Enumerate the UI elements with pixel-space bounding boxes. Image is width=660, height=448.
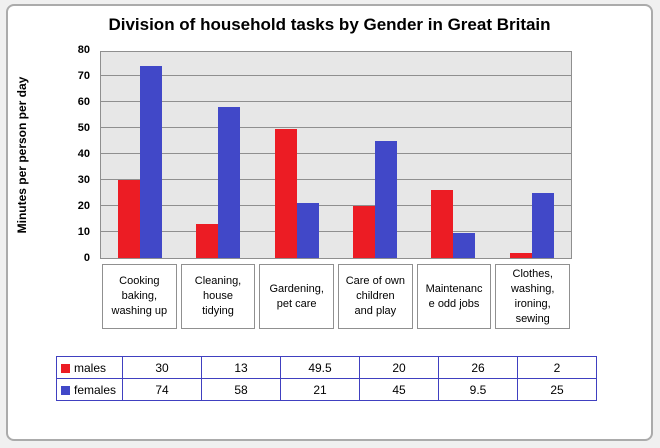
bar-males xyxy=(118,180,141,258)
series-name-cell: females xyxy=(56,378,123,401)
gridline xyxy=(101,127,571,128)
chart-panel: Division of household tasks by Gender in… xyxy=(6,4,653,441)
legend-table-row: females 74 58 21 45 9.5 25 xyxy=(56,378,597,401)
bar-females xyxy=(140,65,163,258)
bars-layer xyxy=(101,52,571,258)
category-label-line: sewing xyxy=(515,312,550,325)
category-label-line: washing up xyxy=(111,305,168,317)
bar-males xyxy=(431,190,454,258)
category-axis: Cooking baking, washing up Cleaning, house ti… xyxy=(100,264,572,329)
legend-swatch xyxy=(61,385,70,395)
value-cell: 13 xyxy=(201,356,281,379)
gridline xyxy=(101,231,571,232)
category-slot xyxy=(258,52,336,258)
bar-females xyxy=(375,141,398,258)
category-label-line: pet care xyxy=(276,297,317,310)
bar-males xyxy=(509,252,532,258)
category-label-line: tidying xyxy=(202,305,234,317)
gridline xyxy=(101,153,571,154)
bar-males xyxy=(196,224,219,258)
category-label-line: e odd jobs xyxy=(428,297,480,310)
bar-males xyxy=(274,129,297,258)
y-tick-label: 50 xyxy=(77,122,90,134)
category-slot xyxy=(101,52,179,258)
y-tick-label: 60 xyxy=(77,96,90,108)
y-axis-title: Minutes per person per day xyxy=(15,76,29,234)
y-tick-label: 10 xyxy=(77,226,90,238)
y-tick-label: 30 xyxy=(77,174,90,186)
category-label-line: house xyxy=(203,290,233,302)
value-cell: 26 xyxy=(438,356,518,379)
category-label: Cleaning, house tidying xyxy=(180,264,256,329)
bar-females xyxy=(296,203,319,258)
y-tick-label: 70 xyxy=(77,70,90,82)
category-label-line: Clothes, xyxy=(512,267,553,280)
y-tick-label: 40 xyxy=(77,148,90,160)
y-tick-label: 0 xyxy=(83,252,90,264)
category-slot xyxy=(493,52,571,258)
category-label: Gardening, pet care xyxy=(259,264,335,329)
category-label-line: Maintenanc xyxy=(425,282,483,295)
legend-table: males 30 13 49.5 20 26 2 females 74 58 21 45 9.5 25 xyxy=(56,356,597,401)
category-label-line: and play xyxy=(354,305,397,317)
category-label-line: Cleaning, xyxy=(194,275,242,287)
category-label: Cooking baking, washing up xyxy=(102,264,177,329)
value-cell: 9.5 xyxy=(438,378,518,401)
bar-males xyxy=(353,206,376,258)
gridline xyxy=(101,101,571,102)
value-cell: 45 xyxy=(359,378,439,401)
value-cell: 30 xyxy=(122,356,202,379)
legend-table-body: males 30 13 49.5 20 26 2 females 74 58 21 45 9.5 25 xyxy=(56,356,597,401)
category-slot xyxy=(179,52,257,258)
category-label: Maintenanc e odd jobs xyxy=(416,264,492,329)
bar-females xyxy=(453,233,476,258)
bar-females xyxy=(531,193,554,258)
category-label-line: ironing, xyxy=(514,297,551,310)
value-cell: 2 xyxy=(517,356,597,379)
legend-table-row: males 30 13 49.5 20 26 2 xyxy=(56,356,597,379)
category-slot xyxy=(336,52,414,258)
value-cell: 74 xyxy=(122,378,202,401)
gridline xyxy=(101,75,571,76)
value-cell: 20 xyxy=(359,356,439,379)
category-label-line: washing, xyxy=(510,282,555,295)
category-label: Care of own children and play xyxy=(338,264,413,329)
value-cell: 25 xyxy=(517,378,597,401)
category-label-line: children xyxy=(356,290,395,302)
value-cell: 49.5 xyxy=(280,356,360,379)
category-slot xyxy=(414,52,492,258)
y-tick-label: 80 xyxy=(77,44,90,56)
plot-area xyxy=(100,51,572,259)
category-label-line: baking, xyxy=(121,290,158,302)
category-label-line: Cooking xyxy=(119,275,160,287)
value-cell: 21 xyxy=(280,378,360,401)
legend-swatch xyxy=(61,363,70,373)
category-label: Clothes, washing, ironing, sewing xyxy=(495,264,571,329)
series-name: males xyxy=(74,360,107,375)
chart-title: Division of household tasks by Gender in… xyxy=(108,15,551,34)
category-label-line: Care of own xyxy=(345,275,405,287)
bar-females xyxy=(218,107,241,258)
gridline xyxy=(101,179,571,180)
value-cell: 58 xyxy=(201,378,281,401)
category-label-line: Gardening, xyxy=(269,282,324,295)
gridline xyxy=(101,205,571,206)
y-tick-label: 20 xyxy=(77,200,90,212)
series-name: females xyxy=(74,382,117,397)
series-name-cell: males xyxy=(56,356,123,379)
